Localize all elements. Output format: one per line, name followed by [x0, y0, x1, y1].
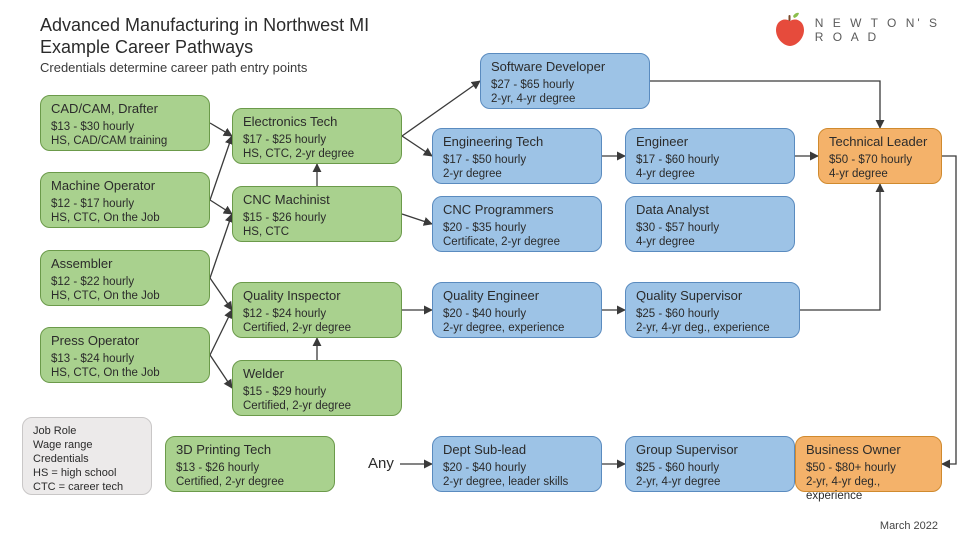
logo: N E W T O N' S R O A D [773, 12, 940, 48]
node-qs: Quality Supervisor $25 - $60 hourly2-yr, … [625, 282, 800, 338]
node-wage: $13 - $24 hourly [51, 352, 199, 366]
node-cred: Certificate, 2-yr degree [443, 235, 591, 249]
node-role: Quality Inspector [243, 289, 391, 303]
node-cred: 2-yr, 4-yr degree [636, 475, 784, 489]
date-label: March 2022 [880, 520, 938, 532]
legend-box: Job Role Wage range Credentials HS = hig… [22, 417, 152, 495]
node-role: Machine Operator [51, 179, 199, 193]
node-role: CNC Machinist [243, 193, 391, 207]
node-cred: HS, CTC, On the Job [51, 289, 199, 303]
logo-text-2: R O A D [815, 30, 940, 44]
node-role: 3D Printing Tech [176, 443, 324, 457]
node-wage: $25 - $60 hourly [636, 461, 784, 475]
node-cncprog: CNC Programmers $20 - $35 hourlyCertifica… [432, 196, 602, 252]
node-machop: Machine Operator $12 - $17 hourlyHS, CTC,… [40, 172, 210, 228]
node-gs: Group Supervisor $25 - $60 hourly2-yr, 4-… [625, 436, 795, 492]
node-role: CAD/CAM, Drafter [51, 102, 199, 116]
legend-l1: Job Role [33, 424, 141, 438]
node-wage: $13 - $30 hourly [51, 120, 199, 134]
page-subtitle: Credentials determine career path entry … [40, 60, 307, 75]
page-title-2: Example Career Pathways [40, 36, 253, 58]
node-cred: HS, CTC, 2-yr degree [243, 147, 391, 161]
node-cnc: CNC Machinist $15 - $26 hourlyHS, CTC [232, 186, 402, 242]
node-wage: $50 - $80+ hourly [806, 461, 931, 475]
node-role: Engineer [636, 135, 784, 149]
node-dsl: Dept Sub-lead $20 - $40 hourly2-yr degree… [432, 436, 602, 492]
node-cred: 2-yr degree, experience [443, 321, 591, 335]
node-cred: Certified, 2-yr degree [176, 475, 324, 489]
node-cred: 2-yr degree, leader skills [443, 475, 591, 489]
node-engtech: Engineering Tech $17 - $50 hourly2-yr deg… [432, 128, 602, 184]
node-role: Electronics Tech [243, 115, 391, 129]
node-role: Press Operator [51, 334, 199, 348]
logo-text-1: N E W T O N' S [815, 16, 940, 30]
node-role: Quality Engineer [443, 289, 591, 303]
node-wage: $17 - $50 hourly [443, 153, 591, 167]
node-wage: $17 - $60 hourly [636, 153, 784, 167]
node-role: Welder [243, 367, 391, 381]
node-cred: HS, CTC, On the Job [51, 366, 199, 380]
node-bo: Business Owner$50 - $80+ hourly2-yr, 4-y… [795, 436, 942, 492]
node-cred: 4-yr degree [829, 167, 931, 181]
node-role: Quality Supervisor [636, 289, 789, 303]
node-da: Data Analyst $30 - $57 hourly4-yr degree [625, 196, 795, 252]
node-wage: $12 - $17 hourly [51, 197, 199, 211]
node-wage: $12 - $22 hourly [51, 275, 199, 289]
node-cad: CAD/CAM, Drafter $13 - $30 hourlyHS, CAD/… [40, 95, 210, 151]
node-cred: HS, CTC [243, 225, 391, 239]
node-cred: 4-yr degree [636, 235, 784, 249]
node-wage: $12 - $24 hourly [243, 307, 391, 321]
node-role: CNC Programmers [443, 203, 591, 217]
node-role: Technical Leader [829, 135, 931, 149]
node-cred: 2-yr, 4-yr deg., experience [806, 475, 931, 503]
any-label: Any [368, 455, 394, 472]
node-weld: Welder $15 - $29 hourlyCertified, 2-yr de… [232, 360, 402, 416]
node-wage: $25 - $60 hourly [636, 307, 789, 321]
node-role: Data Analyst [636, 203, 784, 217]
node-wage: $27 - $65 hourly [491, 78, 639, 92]
node-qi: Quality Inspector $12 - $24 hourlyCertifi… [232, 282, 402, 338]
node-role: Engineering Tech [443, 135, 591, 149]
page-title-1: Advanced Manufacturing in Northwest MI [40, 14, 369, 36]
node-wage: $20 - $35 hourly [443, 221, 591, 235]
legend-l3: Credentials [33, 452, 141, 466]
node-role: Business Owner [806, 443, 931, 457]
node-wage: $50 - $70 hourly [829, 153, 931, 167]
node-wage: $15 - $29 hourly [243, 385, 391, 399]
node-3dp: 3D Printing Tech $13 - $26 hourlyCertifie… [165, 436, 335, 492]
node-wage: $17 - $25 hourly [243, 133, 391, 147]
node-press: Press Operator $13 - $24 hourlyHS, CTC, O… [40, 327, 210, 383]
node-assem: Assembler $12 - $22 hourlyHS, CTC, On the… [40, 250, 210, 306]
node-cred: HS, CAD/CAM training [51, 134, 199, 148]
node-wage: $13 - $26 hourly [176, 461, 324, 475]
node-eng: Engineer $17 - $60 hourly4-yr degree [625, 128, 795, 184]
node-cred: Certified, 2-yr degree [243, 399, 391, 413]
node-role: Software Developer [491, 60, 639, 74]
node-wage: $20 - $40 hourly [443, 461, 591, 475]
node-cred: 2-yr degree [443, 167, 591, 181]
node-swdev: Software Developer $27 - $65 hourly2-yr, … [480, 53, 650, 109]
node-role: Assembler [51, 257, 199, 271]
node-tl: Technical Leader $50 - $70 hourly4-yr deg… [818, 128, 942, 184]
legend-l2: Wage range [33, 438, 141, 452]
node-elec: Electronics Tech $17 - $25 hourlyHS, CTC,… [232, 108, 402, 164]
node-cred: 2-yr, 4-yr deg., experience [636, 321, 789, 335]
node-cred: Certified, 2-yr degree [243, 321, 391, 335]
node-role: Dept Sub-lead [443, 443, 591, 457]
node-wage: $20 - $40 hourly [443, 307, 591, 321]
node-cred: HS, CTC, On the Job [51, 211, 199, 225]
node-cred: 2-yr, 4-yr degree [491, 92, 639, 106]
node-qe: Quality Engineer $20 - $40 hourly2-yr deg… [432, 282, 602, 338]
node-wage: $30 - $57 hourly [636, 221, 784, 235]
node-role: Group Supervisor [636, 443, 784, 457]
canvas: Advanced Manufacturing in Northwest MI E… [0, 0, 960, 540]
node-wage: $15 - $26 hourly [243, 211, 391, 225]
node-cred: 4-yr degree [636, 167, 784, 181]
legend-l5: CTC = career tech [33, 480, 141, 494]
apple-icon [773, 12, 807, 48]
legend-l4: HS = high school [33, 466, 141, 480]
